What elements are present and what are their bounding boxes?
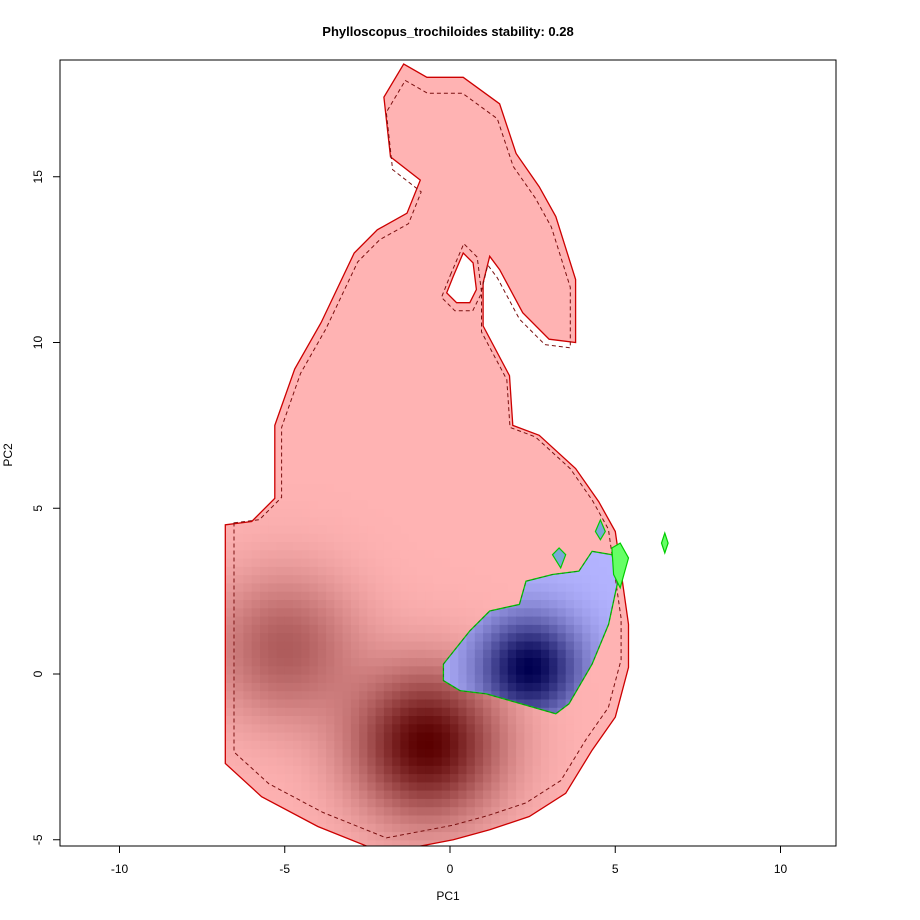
native-contour-dashed xyxy=(233,79,622,839)
native-contour-line xyxy=(224,63,630,846)
y-tick-label: 0 xyxy=(31,670,45,677)
x-tick-label: 5 xyxy=(612,862,619,876)
y-tick-label: 10 xyxy=(31,336,45,350)
x-tick-label: -10 xyxy=(111,862,129,876)
x-tick-label: 10 xyxy=(774,862,788,876)
x-tick-label: -5 xyxy=(279,862,290,876)
x-axis-label: PC1 xyxy=(436,889,460,903)
small-patch-0 xyxy=(551,547,567,570)
small-patch-2 xyxy=(611,542,630,590)
y-axis-label: PC2 xyxy=(1,443,15,467)
native-density-area xyxy=(225,64,629,846)
small-patch-3 xyxy=(660,531,669,555)
x-axis: -10 -5 0 5 10 xyxy=(111,845,788,876)
y-tick-label: 15 xyxy=(31,170,45,184)
chart-title: Phylloscopus_trochiloides stability: 0.2… xyxy=(322,24,573,39)
small-patch-1 xyxy=(594,518,606,541)
x-tick-label: 0 xyxy=(447,862,454,876)
y-axis: -5 0 5 10 15 xyxy=(31,170,61,845)
y-tick-label: 5 xyxy=(31,505,45,512)
native-hole-dashed xyxy=(440,242,483,312)
y-tick-label: -5 xyxy=(31,834,45,845)
